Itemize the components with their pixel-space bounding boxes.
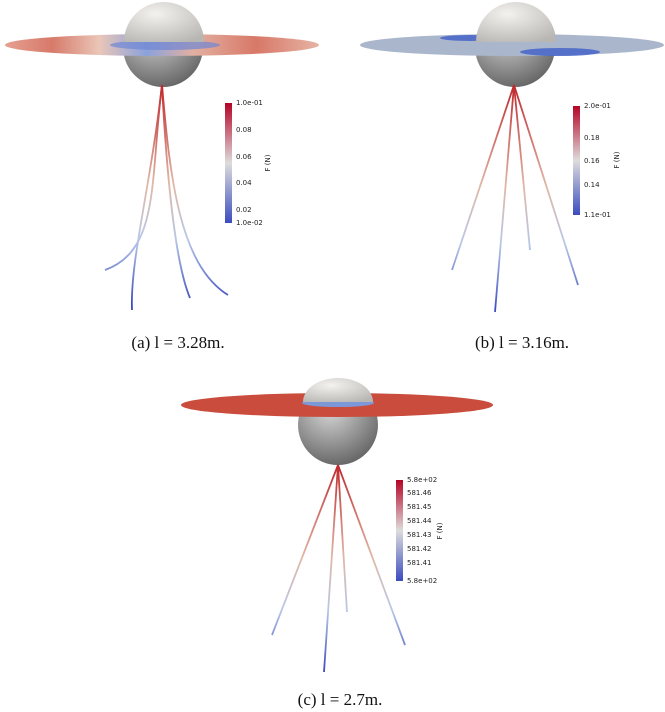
caption: (b) l = 3.16m.	[475, 333, 569, 352]
cable	[130, 84, 163, 311]
caption: (c) l = 2.7m.	[298, 690, 383, 709]
colorbar-label: 0.16	[584, 157, 600, 165]
colorbar	[396, 480, 403, 581]
cable	[104, 84, 163, 271]
colorbar-label: 0.04	[236, 179, 252, 187]
colorbar	[573, 106, 580, 215]
colorbar-label: 2.0e-01	[584, 102, 611, 110]
colorbar-title: F (N)	[436, 522, 444, 539]
colorbar-label: 0.14	[584, 181, 600, 189]
colorbar-label: 5.8e+02	[407, 476, 437, 484]
cable	[513, 84, 531, 251]
colorbar-label: 1.0e-02	[236, 219, 263, 227]
colorbar-label: 1.0e-01	[236, 99, 263, 107]
cable	[161, 84, 191, 299]
colorbar-title: F (N)	[264, 154, 272, 171]
colorbar-label: 581.44	[407, 517, 432, 525]
cables	[271, 464, 406, 673]
colorbar-label: 0.18	[584, 134, 600, 142]
colorbar-label: 0.08	[236, 126, 252, 134]
colorbar-label: 581.45	[407, 503, 432, 511]
sphere-top	[303, 378, 373, 402]
colorbar-label: 1.1e-01	[584, 211, 611, 219]
colorbar-title: F (N)	[613, 151, 621, 168]
colorbar-label: 0.06	[236, 153, 252, 161]
cable	[451, 84, 515, 271]
colorbar-label: 5.8e+02	[407, 577, 437, 585]
cables	[451, 84, 579, 313]
colorbar-label: 581.41	[407, 559, 432, 567]
disc-band	[520, 48, 600, 56]
sphere-top	[124, 2, 204, 42]
colorbar-label: 581.46	[407, 489, 432, 497]
cable	[494, 84, 515, 313]
cables	[104, 84, 229, 311]
cable	[161, 84, 229, 296]
cable	[323, 464, 339, 673]
colorbar-label: 581.43	[407, 531, 432, 539]
colorbar	[225, 103, 232, 223]
cable	[513, 84, 579, 286]
colorbar-label: 581.42	[407, 545, 432, 553]
caption: (a) l = 3.28m.	[131, 333, 224, 352]
cable	[337, 464, 406, 646]
panel-b: 2.0e-01 0.18 0.16 0.14 1.1e-01 F (N) (b)…	[360, 2, 664, 352]
panel-a: 1.0e-01 0.08 0.06 0.04 0.02 1.0e-02 F (N…	[5, 2, 319, 352]
sphere-top	[476, 2, 556, 42]
cable	[271, 464, 339, 636]
disc-band	[110, 40, 220, 50]
colorbar-label: 0.02	[236, 206, 252, 214]
cable	[337, 464, 348, 613]
panel-c: 5.8e+02 581.46 581.45 581.44 581.43 581.…	[181, 378, 493, 709]
